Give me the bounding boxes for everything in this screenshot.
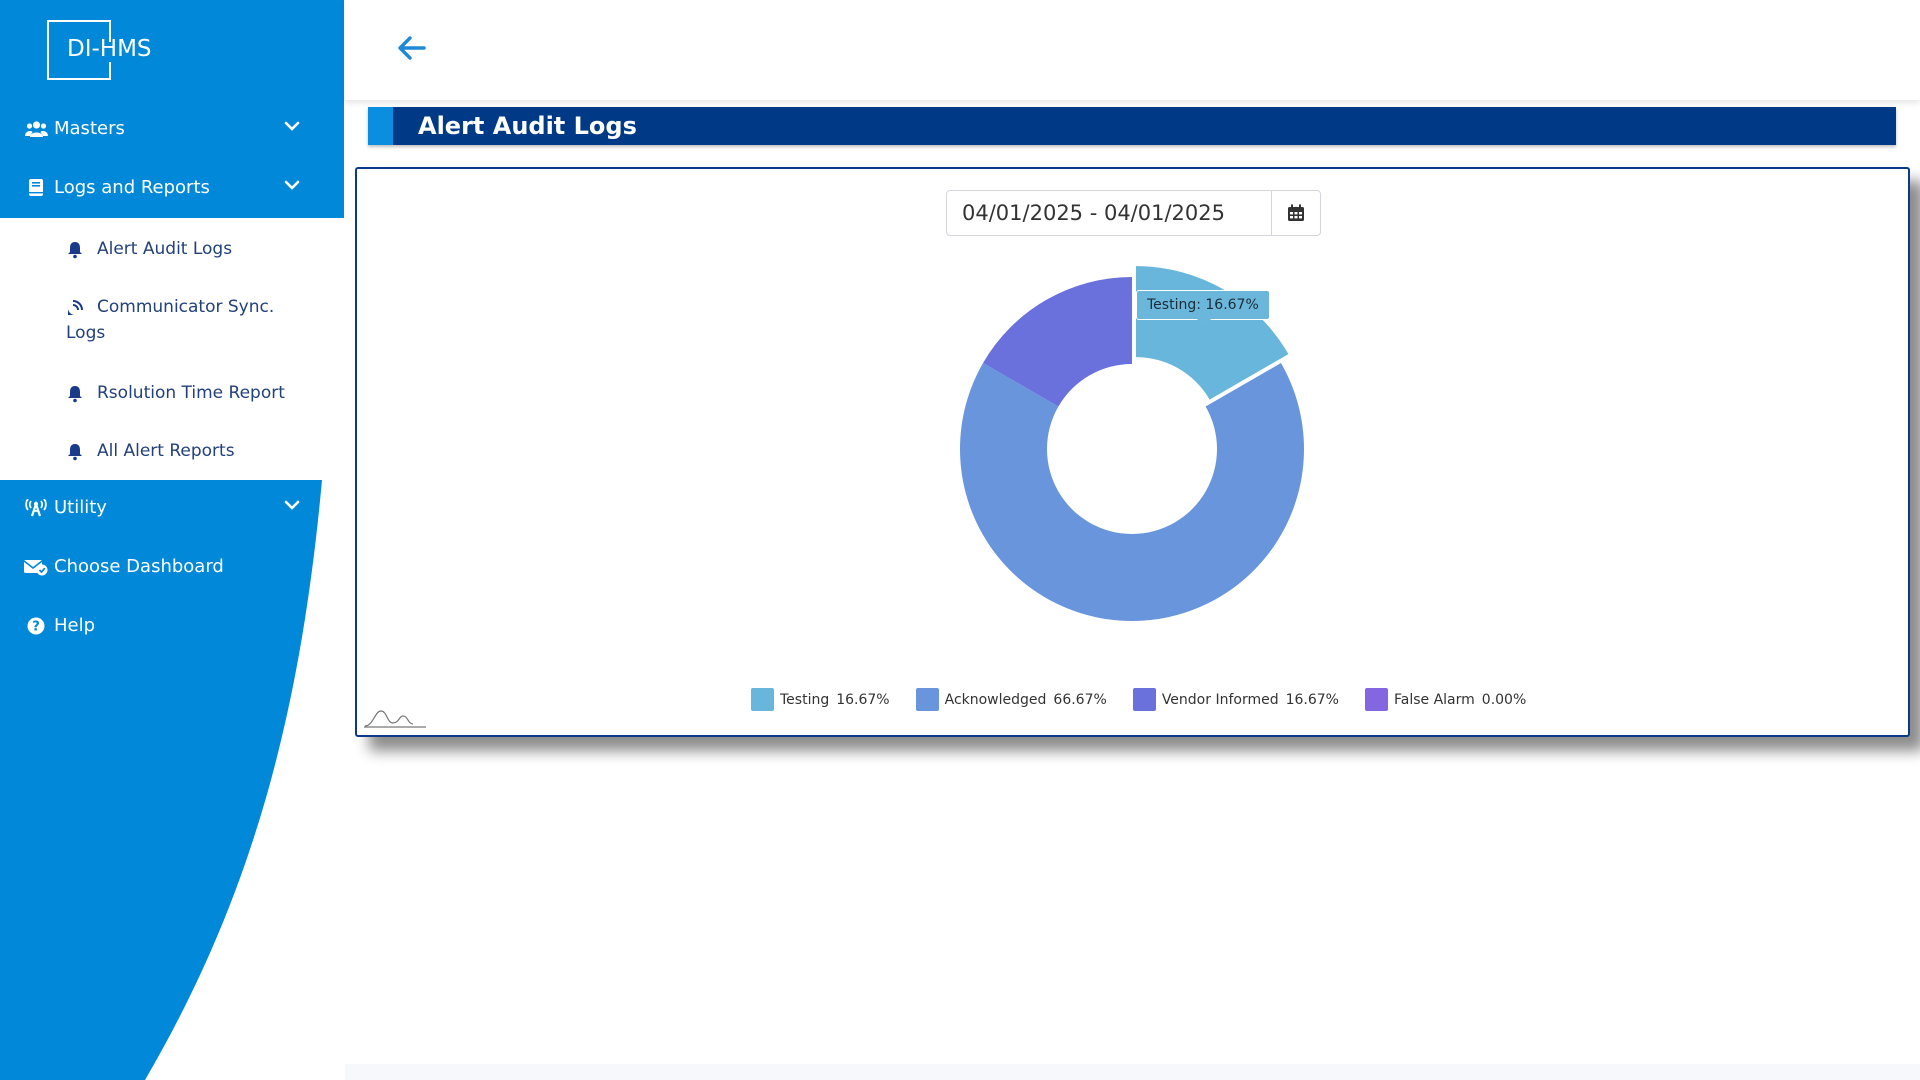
sidebar-item-label: Utility (54, 497, 107, 518)
date-range-value[interactable]: 04/01/2025 - 04/01/2025 (962, 201, 1226, 225)
logs-submenu: Alert Audit Logs Communicator Sync. Logs… (0, 218, 344, 480)
sidebar-subitem-label: Rsolution Time Report (97, 383, 285, 403)
question-circle-icon: ? (24, 614, 48, 638)
bell-icon (68, 444, 82, 461)
broadcast-tower-icon (24, 496, 48, 520)
calendar-button[interactable] (1271, 191, 1320, 235)
legend-value: 66.67% (1053, 691, 1107, 708)
envelope-check-icon (24, 555, 48, 579)
footer-strip (345, 1064, 1920, 1080)
sidebar-subitem-alert-audit-logs[interactable]: Alert Audit Logs (0, 232, 344, 272)
page-title: Alert Audit Logs (418, 112, 637, 140)
legend-label: Testing (780, 691, 830, 708)
legend-swatch (751, 688, 774, 711)
legend-swatch (915, 688, 939, 711)
legend-label: Acknowledged (944, 691, 1047, 708)
chart-card: 04/01/2025 - 04/01/2025 Testing: 16.67% … (355, 167, 1910, 737)
legend-swatch (1364, 688, 1388, 711)
sidebar-subitem-all-alert-reports[interactable]: All Alert Reports (0, 434, 344, 474)
sidebar-item-logs-and-reports[interactable]: Logs and Reports (0, 158, 344, 217)
title-accent (368, 107, 393, 145)
sidebar-subitem-communicator-sync-logs[interactable]: Communicator Sync. Logs (0, 290, 344, 350)
legend-item-acknowledged[interactable]: Acknowledged 66.67% (915, 688, 1107, 711)
sidebar-item-masters[interactable]: Masters (0, 99, 344, 158)
bell-icon (68, 386, 82, 403)
users-icon (24, 117, 48, 141)
legend-value: 16.67% (1285, 691, 1339, 708)
legend-swatch (1132, 688, 1156, 711)
app-logo: DI-HMS (67, 36, 152, 62)
sidebar-item-help[interactable]: ? Help (0, 596, 344, 655)
sidebar-subitem-label: Alert Audit Logs (97, 239, 233, 259)
legend-label: False Alarm (1393, 691, 1475, 708)
legend-value: 0.00% (1481, 691, 1527, 708)
chart-library-logo-icon (364, 710, 426, 728)
chart-legend: Testing 16.67% Acknowledged 66.67% Vendo… (751, 688, 1552, 711)
sidebar-item-label: Masters (54, 118, 125, 139)
legend-label: Vendor Informed (1161, 691, 1279, 708)
svg-text:?: ? (32, 619, 40, 634)
sidebar-item-choose-dashboard[interactable]: Choose Dashboard (0, 537, 344, 596)
sidebar-item-label: Choose Dashboard (54, 556, 224, 577)
chevron-down-icon[interactable] (284, 179, 300, 191)
satellite-dish-icon (68, 300, 83, 315)
logo-frame (47, 20, 111, 80)
calendar-icon (1288, 204, 1304, 221)
legend-item-false-alarm[interactable]: False Alarm 0.00% (1364, 688, 1527, 711)
sidebar-subitem-label: Communicator Sync. (97, 297, 275, 317)
bell-icon (68, 242, 82, 259)
chart-tooltip: Testing: 16.67% (1136, 290, 1270, 326)
donut-chart (960, 266, 1304, 621)
sidebar-subitem-label: All Alert Reports (97, 441, 235, 461)
legend-item-testing[interactable]: Testing 16.67% (751, 688, 890, 711)
donut-slice-acknowledged[interactable] (960, 363, 1304, 621)
book-icon (24, 176, 48, 200)
date-range-picker[interactable]: 04/01/2025 - 04/01/2025 (946, 190, 1321, 236)
chevron-down-icon[interactable] (284, 120, 300, 132)
logo-area: DI-HMS (0, 0, 344, 100)
sidebar-item-label: Help (54, 615, 96, 636)
donut-slice-vendor-informed[interactable] (983, 277, 1132, 407)
chevron-down-icon[interactable] (284, 499, 300, 511)
sidebar: DI-HMS Masters Logs and Reports Alert Au… (0, 0, 345, 1080)
sidebar-item-label: Logs and Reports (54, 177, 210, 198)
back-arrow-icon[interactable] (397, 34, 427, 62)
sidebar-item-utility[interactable]: Utility (0, 478, 344, 537)
top-bar (345, 0, 1920, 100)
legend-item-vendor-informed[interactable]: Vendor Informed 16.67% (1132, 688, 1339, 711)
sidebar-subitem-resolution-time-report[interactable]: Rsolution Time Report (0, 376, 344, 416)
legend-value: 16.67% (836, 691, 890, 708)
sidebar-subitem-label-line2: Logs (66, 323, 106, 343)
page-title-bar: Alert Audit Logs (368, 107, 1896, 145)
